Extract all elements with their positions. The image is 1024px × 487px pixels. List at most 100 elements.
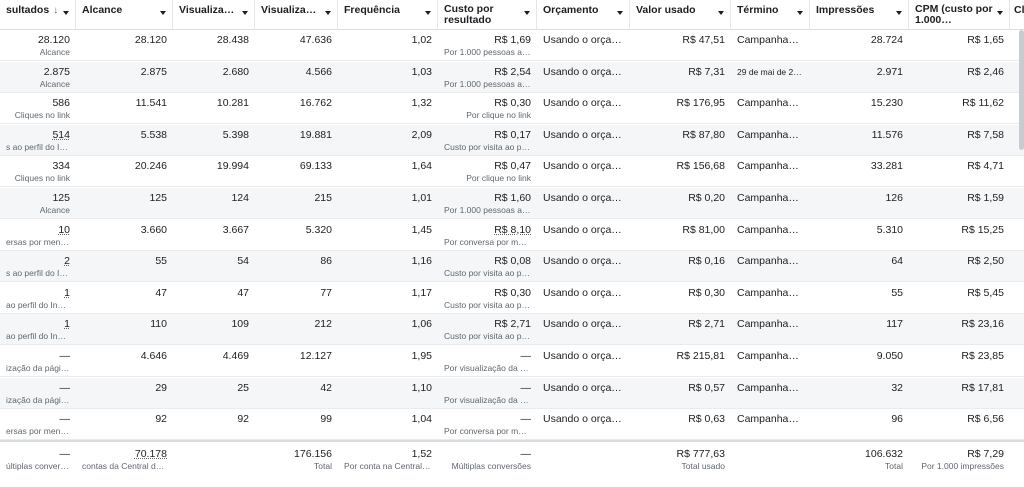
cell-frequencia[interactable]: 2,09: [338, 125, 438, 156]
cell-valor-usado[interactable]: R$ 0,63: [630, 409, 731, 440]
column-header-alcance[interactable]: Alcance: [76, 0, 173, 30]
cell-alcance[interactable]: 3.660: [76, 220, 173, 251]
cell-visualizacoes[interactable]: 4.469: [173, 346, 255, 377]
cell-resultados[interactable]: 586 Cliques no link: [0, 93, 76, 124]
cell-cpm[interactable]: R$ 15,25: [909, 220, 1010, 251]
cell-orcamento[interactable]: Usando o orçam…: [537, 220, 630, 251]
chevron-down-icon[interactable]: [617, 11, 623, 15]
cell-frequencia[interactable]: 1,02: [338, 30, 438, 61]
cell-termino[interactable]: Campanhas …: [731, 93, 810, 124]
cell-orcamento[interactable]: Usando o orçam…: [537, 346, 630, 377]
cell-alcance[interactable]: 29: [76, 378, 173, 409]
cell-orcamento[interactable]: Usando o orçam…: [537, 188, 630, 219]
cell-frequencia[interactable]: 1,17: [338, 283, 438, 314]
cell-impressoes[interactable]: 15.230: [810, 93, 909, 124]
cell-cpm[interactable]: R$ 11,62: [909, 93, 1010, 124]
cell-termino[interactable]: Campanhas …: [731, 314, 810, 345]
cell-cpm[interactable]: R$ 23,85: [909, 346, 1010, 377]
cell-visualizacoes-2[interactable]: 4.566: [255, 62, 338, 93]
cell-impressoes[interactable]: 5.310: [810, 220, 909, 251]
cell-valor-usado[interactable]: R$ 156,68: [630, 156, 731, 187]
cell-termino[interactable]: Campanhas …: [731, 220, 810, 251]
cell-resultados[interactable]: 28.120 Alcance: [0, 30, 76, 61]
cell-termino[interactable]: 29 de mai de 2…: [731, 62, 810, 93]
cell-alcance[interactable]: 28.120: [76, 30, 173, 61]
cell-cpm[interactable]: R$ 5,45: [909, 283, 1010, 314]
chevron-down-icon[interactable]: [425, 11, 431, 15]
cell-visualizacoes[interactable]: 47: [173, 283, 255, 314]
table-row[interactable]: — ização da págin… 4.646 4.469 12.127 1,95— Po…: [0, 346, 1024, 377]
cell-valor-usado[interactable]: R$ 0,30: [630, 283, 731, 314]
cell-termino[interactable]: Campanhas …: [731, 156, 810, 187]
cell-alcance[interactable]: 2.875: [76, 62, 173, 93]
cell-cpm[interactable]: R$ 2,46: [909, 62, 1010, 93]
cell-frequencia[interactable]: 1,16: [338, 251, 438, 282]
cell-alcance[interactable]: 125: [76, 188, 173, 219]
cell-alcance[interactable]: 11.541: [76, 93, 173, 124]
cell-visualizacoes-2[interactable]: 77: [255, 283, 338, 314]
table-row[interactable]: 1 ao perfil do Inst… 47 47 77 1,17 R$ 0,30 Cust…: [0, 283, 1024, 314]
table-row[interactable]: 125 Alcance 125 124 215 1,01 R$ 1,60 Por 1.000 …: [0, 188, 1024, 219]
cell-resultados[interactable]: — ização da págin…: [0, 346, 76, 377]
cell-frequencia[interactable]: 1,64: [338, 156, 438, 187]
cell-visualizacoes[interactable]: 25: [173, 378, 255, 409]
cell-termino[interactable]: Campanhas …: [731, 30, 810, 61]
cell-impressoes[interactable]: 117: [810, 314, 909, 345]
cell-custo-por-resultado[interactable]: — Por visualização da pá…: [438, 346, 537, 377]
cell-visualizacoes[interactable]: 3.667: [173, 220, 255, 251]
cell-frequencia[interactable]: 1,01: [338, 188, 438, 219]
cell-custo-por-resultado[interactable]: R$ 8,10 Por conversa por me…: [438, 220, 537, 251]
cell-resultados[interactable]: 125 Alcance: [0, 188, 76, 219]
cell-cpm[interactable]: R$ 7,58: [909, 125, 1010, 156]
cell-custo-por-resultado[interactable]: R$ 0,08 Custo por visita ao pe…: [438, 251, 537, 282]
column-header-orcamento[interactable]: Orçamento: [537, 0, 630, 30]
cell-orcamento[interactable]: Usando o orçam…: [537, 156, 630, 187]
cell-visualizacoes-2[interactable]: 47.636: [255, 30, 338, 61]
cell-custo-por-resultado[interactable]: R$ 0,30 Custo por visita ao pe…: [438, 283, 537, 314]
cell-impressoes[interactable]: 2.971: [810, 62, 909, 93]
cell-termino[interactable]: Campanhas …: [731, 346, 810, 377]
cell-custo-por-resultado[interactable]: R$ 1,60 Por 1.000 pessoas alc…: [438, 188, 537, 219]
cell-valor-usado[interactable]: R$ 215,81: [630, 346, 731, 377]
table-row[interactable]: 2.875 Alcance 2.875 2.680 4.566 1,03 R$ 2,54 Po…: [0, 61, 1024, 93]
cell-valor-usado[interactable]: R$ 176,95: [630, 93, 731, 124]
cell-frequencia[interactable]: 1,95: [338, 346, 438, 377]
cell-visualizacoes-2[interactable]: 99: [255, 409, 338, 440]
cell-cpm[interactable]: R$ 4,71: [909, 156, 1010, 187]
vertical-scrollbar[interactable]: [1019, 30, 1024, 150]
cell-orcamento[interactable]: Usando o orçam…: [537, 62, 630, 93]
column-header-visualizacoes-2[interactable]: Visualizaç…: [255, 0, 338, 30]
cell-orcamento[interactable]: Usando o orçam…: [537, 314, 630, 345]
cell-frequencia[interactable]: 1,03: [338, 62, 438, 93]
cell-cpm[interactable]: R$ 23,16: [909, 314, 1010, 345]
cell-impressoes[interactable]: 64: [810, 251, 909, 282]
cell-custo-por-resultado[interactable]: R$ 0,47 Por clique no link: [438, 156, 537, 187]
cell-frequencia[interactable]: 1,04: [338, 409, 438, 440]
cell-orcamento[interactable]: Usando o orçam…: [537, 251, 630, 282]
chevron-down-icon[interactable]: [997, 11, 1003, 15]
cell-custo-por-resultado[interactable]: R$ 2,54 Por 1.000 pessoas alc…: [438, 62, 537, 93]
chevron-down-icon[interactable]: [524, 11, 530, 15]
cell-custo-por-resultado[interactable]: R$ 1,69 Por 1.000 pessoas alc…: [438, 30, 537, 61]
cell-visualizacoes-2[interactable]: 12.127: [255, 346, 338, 377]
chevron-down-icon[interactable]: [797, 11, 803, 15]
column-header-termino[interactable]: Término: [731, 0, 810, 30]
cell-resultados[interactable]: 2.875 Alcance: [0, 62, 76, 93]
cell-visualizacoes[interactable]: 28.438: [173, 30, 255, 61]
total-value[interactable]: 70.178: [134, 448, 167, 460]
cell-termino[interactable]: Campanhas …: [731, 125, 810, 156]
cell-cpm[interactable]: R$ 1,59: [909, 188, 1010, 219]
cell-orcamento[interactable]: Usando o orçam…: [537, 409, 630, 440]
cell-visualizacoes[interactable]: 5.398: [173, 125, 255, 156]
cell-alcance[interactable]: 47: [76, 283, 173, 314]
cell-valor-usado[interactable]: R$ 87,80: [630, 125, 731, 156]
cell-termino[interactable]: Campanhas …: [731, 188, 810, 219]
cell-visualizacoes-2[interactable]: 5.320: [255, 220, 338, 251]
cell-cpm[interactable]: R$ 17,81: [909, 378, 1010, 409]
cell-custo-por-resultado[interactable]: R$ 0,17 Custo por visita ao pe…: [438, 125, 537, 156]
cell-impressoes[interactable]: 32: [810, 378, 909, 409]
cell-frequencia[interactable]: 1,10: [338, 378, 438, 409]
